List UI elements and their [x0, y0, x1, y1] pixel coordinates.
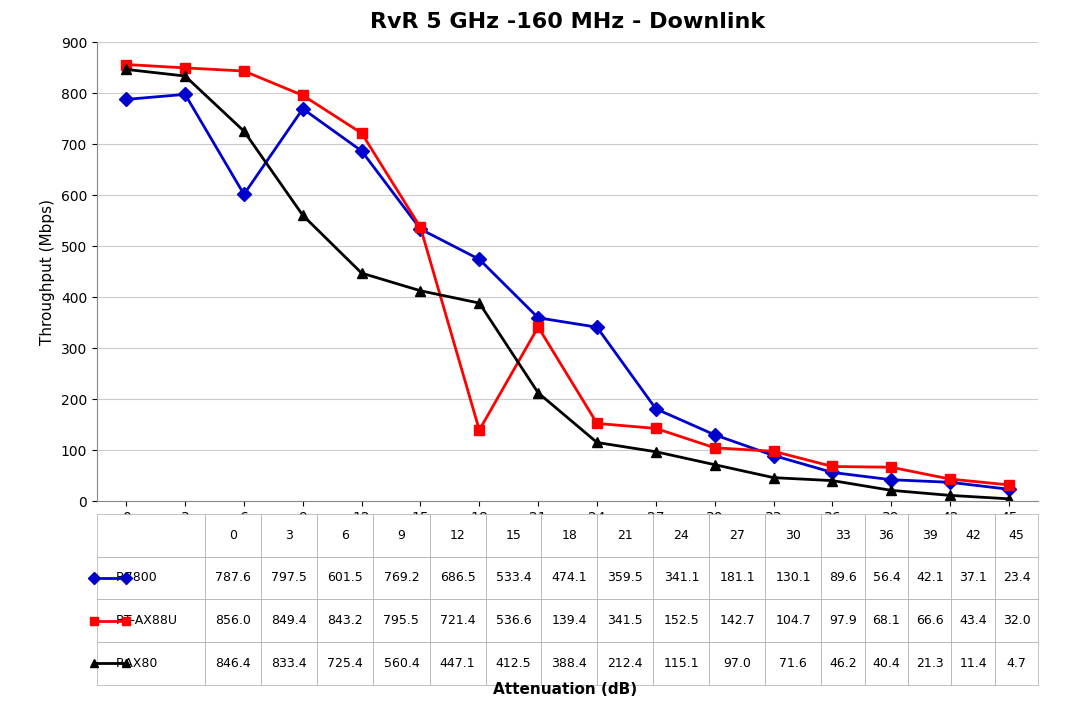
- RT-AX88U: [472, 426, 485, 435]
- R7800: [591, 323, 604, 332]
- R7800: [355, 147, 368, 155]
- R7800: [472, 255, 485, 264]
- RT-AX88U: [650, 424, 663, 433]
- Line: RT-AX88U: RT-AX88U: [122, 60, 1014, 490]
- R7800: [944, 478, 957, 486]
- R7800: [884, 475, 897, 484]
- RAX80: [884, 486, 897, 494]
- Y-axis label: Throughput (Mbps): Throughput (Mbps): [40, 198, 55, 345]
- Text: Attenuation (dB): Attenuation (dB): [493, 683, 637, 697]
- RT-AX88U: [826, 462, 839, 470]
- RAX80: [708, 461, 721, 469]
- RT-AX88U: [355, 129, 368, 137]
- RAX80: [532, 388, 544, 397]
- R7800: [826, 468, 839, 477]
- RAX80: [591, 438, 604, 447]
- RT-AX88U: [1003, 481, 1016, 489]
- RT-AX88U: [179, 64, 192, 72]
- RAX80: [296, 211, 309, 219]
- RAX80: [472, 299, 485, 307]
- RT-AX88U: [884, 463, 897, 472]
- RAX80: [238, 127, 251, 135]
- R7800: [708, 430, 721, 439]
- RAX80: [767, 473, 780, 482]
- R7800: [414, 225, 427, 233]
- RT-AX88U: [414, 223, 427, 231]
- RT-AX88U: [767, 447, 780, 456]
- RT-AX88U: [944, 475, 957, 483]
- RAX80: [119, 65, 132, 74]
- RT-AX88U: [591, 419, 604, 428]
- R7800: [296, 104, 309, 113]
- R7800: [767, 451, 780, 460]
- R7800: [179, 90, 192, 99]
- R7800: [119, 95, 132, 104]
- Line: RAX80: RAX80: [122, 64, 1014, 504]
- RT-AX88U: [119, 60, 132, 69]
- RAX80: [179, 72, 192, 80]
- RT-AX88U: [532, 322, 544, 331]
- RAX80: [355, 269, 368, 278]
- RAX80: [826, 477, 839, 485]
- R7800: [532, 313, 544, 322]
- RAX80: [650, 447, 663, 456]
- R7800: [650, 404, 663, 413]
- RAX80: [1003, 495, 1016, 503]
- Title: RvR 5 GHz -160 MHz - Downlink: RvR 5 GHz -160 MHz - Downlink: [370, 12, 765, 32]
- Line: R7800: R7800: [122, 90, 1014, 494]
- RAX80: [944, 491, 957, 500]
- RT-AX88U: [296, 91, 309, 100]
- RT-AX88U: [238, 67, 251, 75]
- R7800: [238, 190, 251, 198]
- R7800: [1003, 485, 1016, 494]
- RAX80: [414, 287, 427, 295]
- RT-AX88U: [708, 444, 721, 452]
